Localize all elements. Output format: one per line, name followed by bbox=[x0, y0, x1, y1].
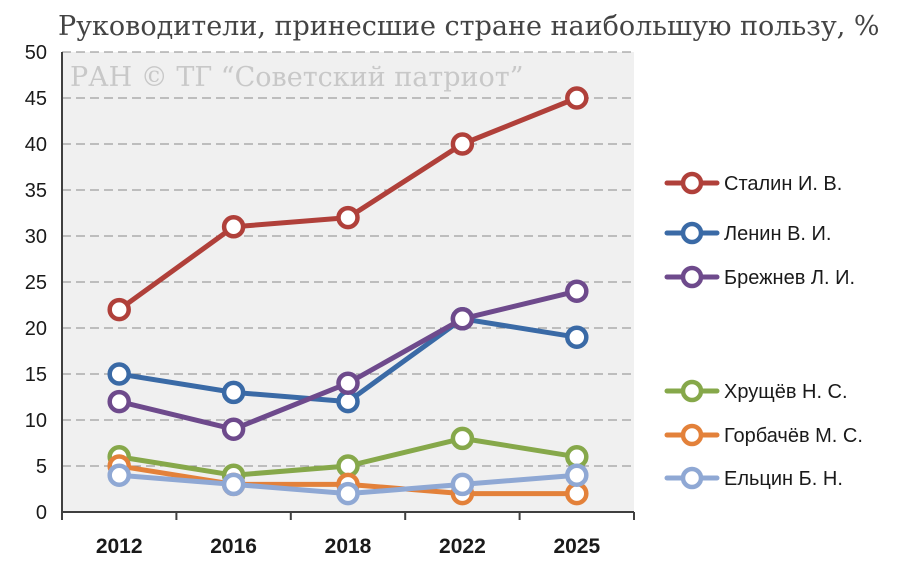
data-point bbox=[107, 297, 131, 322]
x-tick-label: 2016 bbox=[210, 535, 257, 558]
legend-marker bbox=[680, 379, 704, 403]
legend-label: Сталин И. В. bbox=[724, 173, 842, 195]
data-point bbox=[221, 215, 246, 239]
data-point bbox=[336, 481, 360, 506]
data-point bbox=[221, 417, 246, 441]
data-point bbox=[450, 426, 475, 451]
legend-item: Брежнев Л. И. bbox=[664, 265, 855, 289]
legend: Сталин И. В. Ленин В. И. Брежнев Л. И. Хрущ… bbox=[664, 171, 863, 490]
y-tick-label: 45 bbox=[25, 88, 47, 110]
y-tick-label: 0 bbox=[36, 502, 47, 524]
y-axis-ticks: 0 5 10 15 20 25 30 35 40 45 50 bbox=[25, 42, 47, 524]
data-point bbox=[565, 325, 589, 349]
chart-title: Руководители, принесшие стране наибольшу… bbox=[58, 11, 880, 42]
legend-marker bbox=[680, 171, 704, 195]
legend-item: Сталин И. В. bbox=[664, 171, 842, 195]
watermark-text: РАН © ТГ “Советский патриот” bbox=[70, 62, 524, 93]
data-point bbox=[221, 472, 246, 497]
legend-label: Горбачёв М. С. bbox=[724, 425, 863, 447]
data-point bbox=[336, 205, 360, 230]
series-layer bbox=[107, 86, 589, 506]
legend-item: Ельцин Б. Н. bbox=[664, 466, 843, 490]
axes bbox=[61, 52, 635, 520]
y-tick-label: 30 bbox=[25, 226, 47, 248]
legend-label: Ленин В. И. bbox=[724, 223, 831, 245]
data-point bbox=[565, 445, 589, 469]
legend-label: Ельцин Б. Н. bbox=[724, 468, 843, 490]
data-point bbox=[565, 279, 589, 303]
y-tick-label: 40 bbox=[25, 134, 47, 156]
legend-item: Хрущёв Н. С. bbox=[664, 379, 848, 403]
data-point bbox=[450, 132, 475, 156]
legend-marker bbox=[680, 265, 704, 289]
data-point bbox=[450, 472, 475, 497]
legend-label: Хрущёв Н. С. bbox=[724, 381, 848, 403]
x-tick-label: 2018 bbox=[325, 535, 372, 558]
series-5 bbox=[107, 463, 589, 506]
data-point bbox=[221, 380, 246, 405]
series-2 bbox=[107, 279, 589, 441]
legend-item: Ленин В. И. bbox=[664, 221, 831, 245]
x-tick-label: 2022 bbox=[439, 535, 486, 558]
data-point bbox=[565, 86, 589, 110]
x-tick-label: 2012 bbox=[96, 535, 143, 558]
series-0 bbox=[107, 86, 589, 322]
y-tick-label: 35 bbox=[25, 180, 47, 202]
data-point bbox=[107, 362, 131, 386]
legend-marker bbox=[680, 466, 704, 490]
legend-marker bbox=[680, 423, 704, 447]
y-tick-label: 5 bbox=[36, 456, 47, 478]
legend-label: Брежнев Л. И. bbox=[724, 267, 855, 289]
y-tick-label: 10 bbox=[25, 410, 47, 432]
data-point bbox=[565, 463, 589, 487]
x-axis-ticks: 2012 2016 2018 2022 2025 bbox=[96, 535, 601, 558]
data-point bbox=[450, 307, 475, 331]
y-tick-label: 15 bbox=[25, 364, 47, 386]
legend-item: Горбачёв М. С. bbox=[664, 423, 863, 447]
y-tick-label: 50 bbox=[25, 42, 47, 64]
legend-marker bbox=[680, 221, 704, 245]
data-point bbox=[107, 389, 131, 414]
data-point bbox=[336, 371, 360, 395]
x-tick-label: 2025 bbox=[553, 535, 600, 558]
data-point bbox=[107, 463, 131, 487]
y-tick-label: 25 bbox=[25, 272, 47, 294]
y-tick-label: 20 bbox=[25, 318, 47, 340]
